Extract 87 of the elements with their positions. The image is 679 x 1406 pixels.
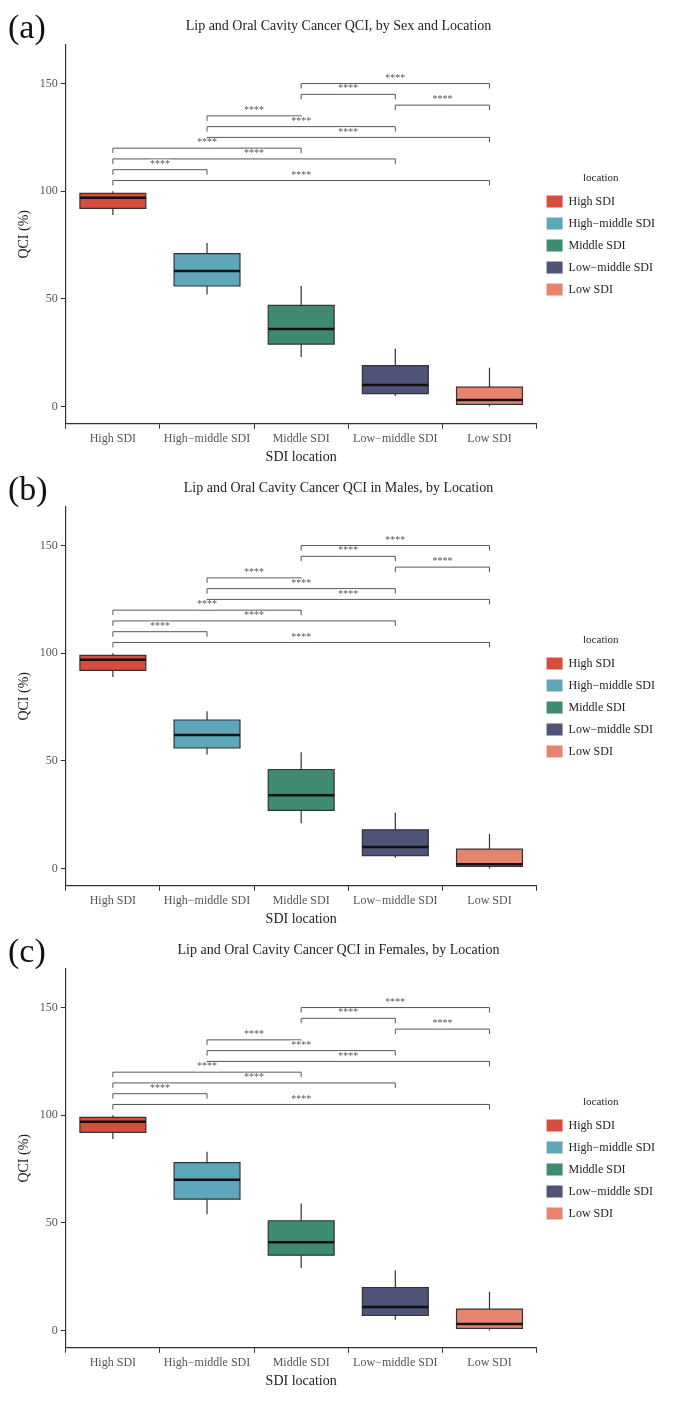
annotation: ****	[291, 576, 312, 588]
annotation: ****	[338, 587, 359, 599]
x-tick-label: Low−middle SDI	[353, 893, 438, 908]
annotation: ****	[244, 609, 265, 621]
x-tick-label: High−middle SDI	[163, 1355, 251, 1370]
legend-label: High−middle SDI	[568, 215, 656, 230]
annotation: ****	[338, 1049, 359, 1061]
legend-label: High SDI	[568, 193, 615, 208]
annotation: ****	[385, 533, 406, 545]
x-tick-label: Low SDI	[467, 1355, 512, 1370]
annotation: ****	[197, 598, 218, 610]
annotation: ****	[338, 125, 359, 137]
legend-label: Middle SDI	[568, 1161, 626, 1176]
x-tick-label: High−middle SDI	[163, 431, 251, 446]
x-tick-label: High SDI	[89, 431, 137, 446]
legend-label: High−middle SDI	[568, 677, 656, 692]
legend-label: Low SDI	[568, 281, 613, 296]
x-tick-label: Low−middle SDI	[353, 431, 438, 446]
y-tick-label: 150	[39, 537, 58, 552]
text: (a)	[8, 8, 46, 46]
annotation: ****	[149, 1081, 170, 1093]
y-tick-label: 0	[51, 398, 58, 413]
x-tick-label: High SDI	[89, 893, 137, 908]
annotation: ****	[385, 71, 406, 83]
x-tick-label: Low SDI	[467, 893, 512, 908]
x-axis-title: SDI location	[265, 1373, 337, 1389]
annotation: ****	[197, 136, 218, 148]
annotation: ****	[432, 1017, 453, 1029]
y-tick-label: 50	[45, 1215, 58, 1230]
x-tick-label: High−middle SDI	[163, 893, 251, 908]
y-tick-label: 150	[39, 75, 58, 90]
annotation: ****	[244, 103, 265, 115]
chart-title: Lip and Oral Cavity Cancer QCI, by Sex and Location	[185, 18, 492, 34]
legend-title: location	[583, 170, 619, 183]
chart-title: Lip and Oral Cavity Cancer QCI in Males, by Location	[183, 480, 494, 496]
annotation: ****	[291, 1038, 312, 1050]
y-tick-label: 150	[39, 999, 58, 1014]
annotation: ****	[338, 544, 359, 556]
legend-label: High−middle SDI	[568, 1139, 656, 1154]
x-tick-label: Middle SDI	[272, 893, 330, 908]
annotation: ****	[385, 995, 406, 1007]
annotation: ****	[291, 630, 312, 642]
annotation: ****	[244, 147, 265, 159]
legend-label: High SDI	[568, 655, 615, 670]
y-tick-label: 50	[45, 753, 58, 768]
legend-label: Low−middle SDI	[568, 1183, 654, 1198]
legend-title: location	[583, 1094, 619, 1107]
y-tick-label: 100	[39, 183, 58, 198]
annotation: ****	[149, 157, 170, 169]
text: (c)	[8, 932, 46, 970]
y-tick-label: 0	[51, 860, 58, 875]
y-tick-label: 100	[39, 645, 58, 660]
chart-title: Lip and Oral Cavity Cancer QCI in Females, by Location	[177, 942, 500, 958]
legend-label: Middle SDI	[568, 699, 626, 714]
legend-label: High SDI	[568, 1117, 615, 1132]
annotation: ****	[338, 82, 359, 94]
annotation: ****	[197, 1060, 218, 1072]
x-axis-title: SDI location	[265, 911, 337, 927]
annotation: ****	[291, 1092, 312, 1104]
y-tick-label: 0	[51, 1322, 58, 1337]
x-axis-title: SDI location	[265, 449, 337, 465]
y-axis-title: QCI (%)	[16, 671, 33, 721]
legend-label: Low SDI	[568, 743, 613, 758]
annotation: ****	[244, 1027, 265, 1039]
x-tick-label: Middle SDI	[272, 1355, 330, 1370]
x-tick-label: Low−middle SDI	[353, 1355, 438, 1370]
x-tick-label: Middle SDI	[272, 431, 330, 446]
legend-title: location	[583, 632, 619, 645]
text: (b)	[8, 470, 48, 508]
legend-label: Low−middle SDI	[568, 721, 654, 736]
annotation: ****	[291, 168, 312, 180]
y-tick-label: 100	[39, 1107, 58, 1122]
x-tick-label: Low SDI	[467, 431, 512, 446]
x-tick-label: High SDI	[89, 1355, 137, 1370]
y-axis-title: QCI (%)	[16, 209, 33, 259]
annotation: ****	[338, 1006, 359, 1018]
annotation: ****	[149, 619, 170, 631]
legend-label: Middle SDI	[568, 237, 626, 252]
legend-label: Low−middle SDI	[568, 259, 654, 274]
annotation: ****	[291, 114, 312, 126]
annotation: ****	[244, 1071, 265, 1083]
legend-label: Low SDI	[568, 1205, 613, 1220]
y-tick-label: 50	[45, 291, 58, 306]
y-axis-title: QCI (%)	[16, 1133, 33, 1183]
annotation: ****	[432, 93, 453, 105]
annotation: ****	[432, 555, 453, 567]
annotation: ****	[244, 565, 265, 577]
